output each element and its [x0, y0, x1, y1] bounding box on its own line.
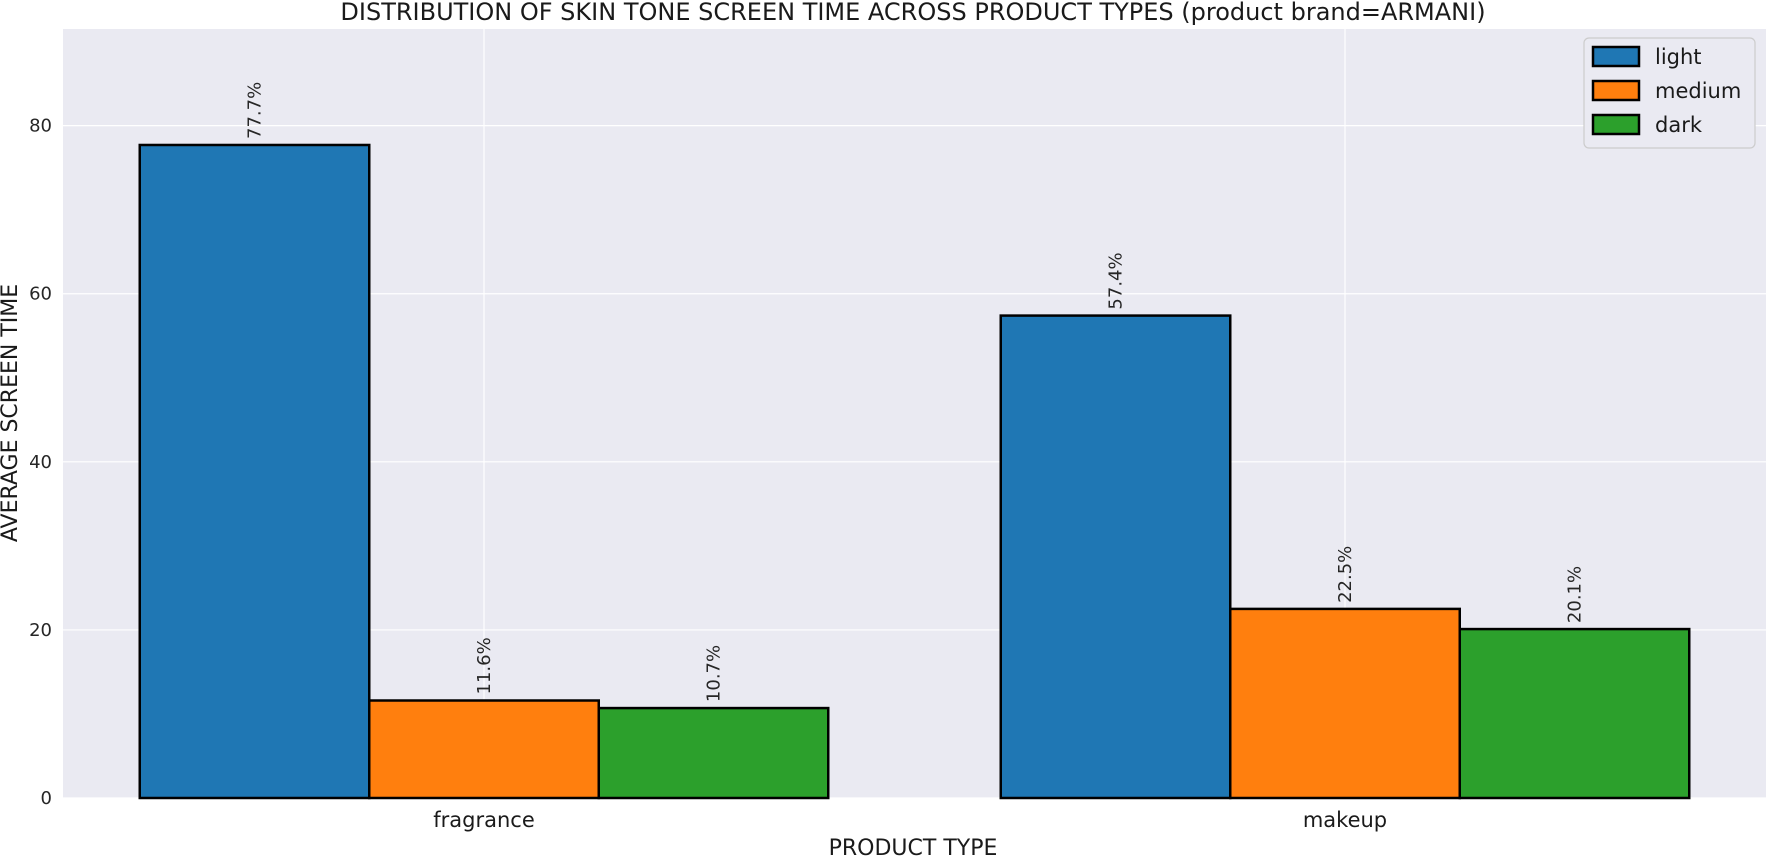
x-tick-label: makeup	[1303, 808, 1387, 832]
y-tick-label: 60	[29, 284, 52, 305]
data-label: 10.7%	[704, 645, 725, 702]
bar-medium-makeup	[1229, 607, 1461, 800]
data-label: 11.6%	[474, 637, 495, 694]
y-tick-labels: 0 20 40 60 80	[29, 116, 52, 809]
data-label: 77.7%	[245, 82, 266, 139]
bar-dark-fragrance	[597, 706, 830, 800]
y-axis-title: AVERAGE SCREEN TIME	[0, 284, 23, 542]
chart-title: DISTRIBUTION OF SKIN TONE SCREEN TIME AC…	[340, 0, 1485, 26]
bar-light-makeup	[999, 314, 1232, 800]
y-tick-label: 20	[29, 620, 52, 641]
data-labels: 77.7% 57.4% 11.6% 22.5% 10.7% 20.1%	[245, 82, 1586, 702]
legend-swatch-dark	[1591, 113, 1641, 136]
legend-swatch-medium	[1591, 79, 1641, 102]
x-axis-title: PRODUCT TYPE	[829, 836, 998, 859]
data-label: 22.5%	[1335, 546, 1356, 603]
bar-light-fragrance	[138, 143, 371, 800]
x-tick-label: fragrance	[433, 808, 535, 832]
legend-swatch-light	[1591, 45, 1641, 68]
legend-label-light: light	[1655, 45, 1702, 69]
legend: light medium dark	[1583, 37, 1756, 149]
legend-label-medium: medium	[1655, 79, 1741, 103]
x-tick-labels: fragrance makeup	[433, 808, 1387, 832]
y-tick-label: 40	[29, 452, 52, 473]
y-tick-label: 0	[41, 788, 52, 809]
data-label: 20.1%	[1565, 566, 1586, 623]
y-tick-label: 80	[29, 116, 52, 137]
legend-label-dark: dark	[1655, 113, 1703, 137]
bars	[138, 143, 1691, 800]
bar-medium-fragrance	[368, 699, 600, 800]
bar-dark-makeup	[1458, 627, 1691, 800]
data-label: 57.4%	[1106, 252, 1127, 309]
